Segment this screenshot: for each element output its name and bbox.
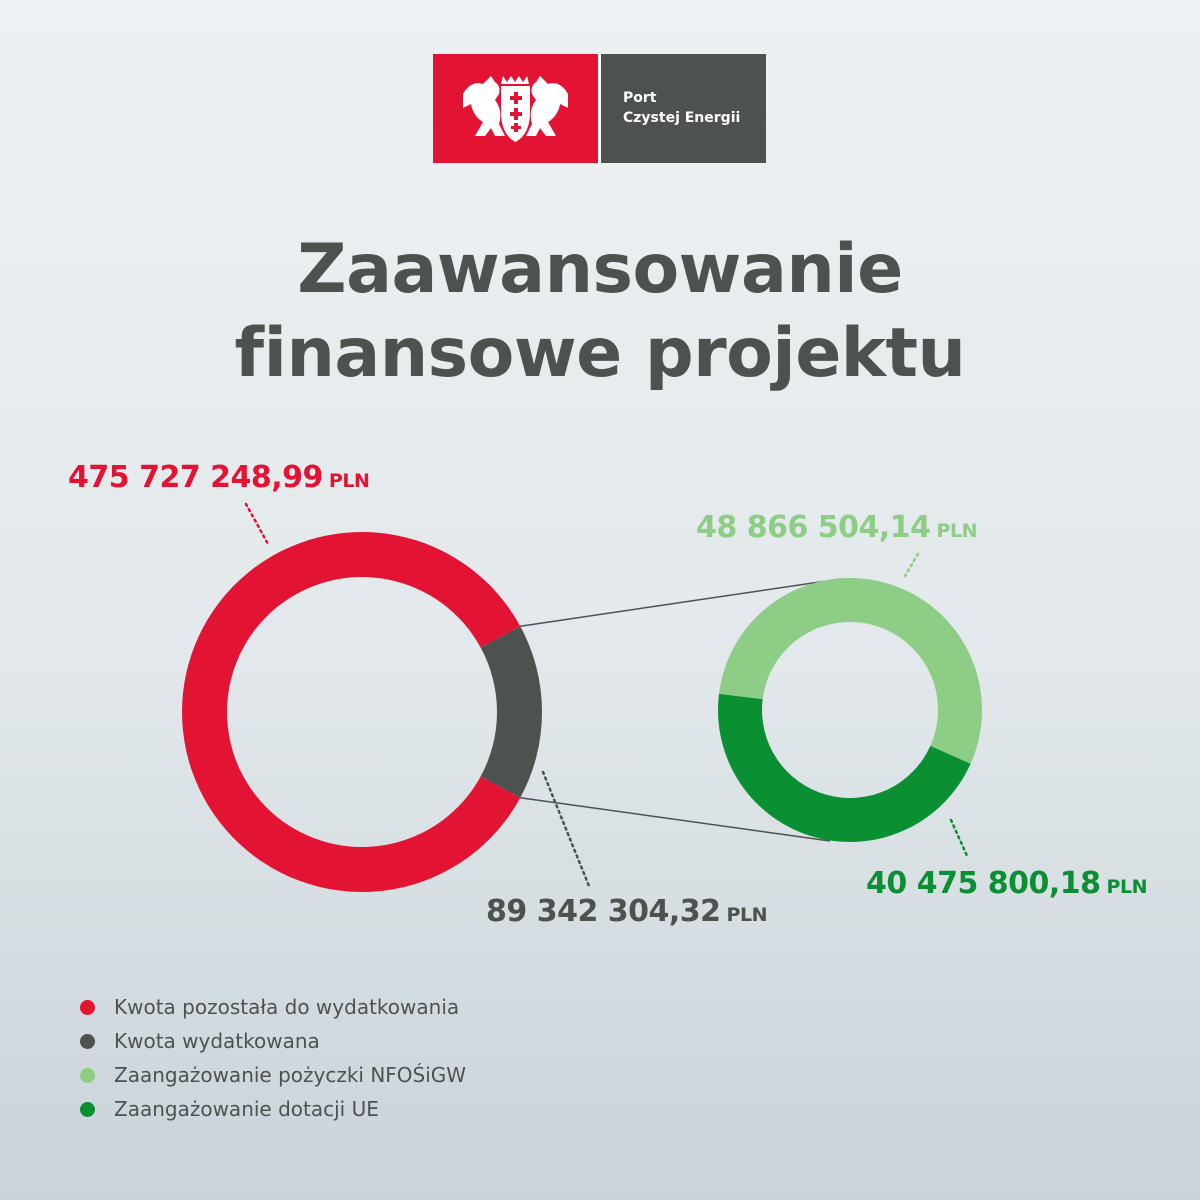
legend-dot-light-green-icon (80, 1067, 95, 1083)
connector-lines (520, 578, 841, 842)
legend-item-grant: Zaangażowanie dotacji UE (80, 1092, 466, 1126)
legend-item-remaining: Kwota pozostała do wydatkowania (80, 990, 466, 1024)
title-line-1: Zaawansowanie (297, 230, 903, 309)
logo-divider (598, 54, 601, 163)
leader-spent (541, 770, 591, 888)
leader-loan (903, 552, 920, 578)
breakdown-donut (718, 577, 983, 842)
loan-amount-unit: PLN (936, 520, 978, 542)
slice-remaining (181, 531, 521, 892)
grant-amount-value: 40 475 800,18 (866, 866, 1101, 901)
logo-text: Port Czystej Energii (623, 88, 740, 128)
connector-top (520, 578, 841, 627)
logo-text-panel: Port Czystej Energii (601, 54, 766, 163)
leader-remaining (244, 502, 270, 546)
logo: Port Czystej Energii (433, 54, 766, 163)
logo-line-2: Czystej Energii (623, 110, 741, 126)
legend-label: Zaangażowanie dotacji UE (114, 1097, 379, 1121)
gdansk-coat-of-arms-icon (463, 76, 568, 142)
title-line-2: finansowe projektu (234, 314, 966, 393)
spent-amount-value: 89 342 304,32 (486, 894, 721, 929)
grant-amount-label: 40 475 800,18 PLN (866, 866, 1147, 901)
loan-amount-label: 48 866 504,14 PLN (696, 510, 977, 545)
grant-amount-unit: PLN (1106, 876, 1148, 898)
remaining-amount-unit: PLN (328, 470, 370, 492)
slice-loan (719, 577, 983, 764)
legend: Kwota pozostała do wydatkowania Kwota wy… (80, 990, 466, 1126)
logo-line-1: Port (623, 90, 657, 106)
spent-amount-label: 89 342 304,32 PLN (486, 894, 767, 929)
legend-label: Kwota pozostała do wydatkowania (114, 995, 460, 1019)
remaining-amount-label: 475 727 248,99 PLN (68, 460, 370, 495)
leader-lines (244, 502, 970, 888)
slice-grant (718, 693, 971, 842)
legend-dot-grey-icon (80, 1033, 95, 1049)
legend-dot-red-icon (80, 999, 95, 1015)
legend-item-loan: Zaangażowanie pożyczki NFOŚiGW (80, 1058, 466, 1092)
leader-grant (949, 818, 970, 860)
legend-item-spent: Kwota wydatkowana (80, 1024, 466, 1058)
remaining-amount-value: 475 727 248,99 (68, 460, 323, 495)
loan-amount-value: 48 866 504,14 (696, 510, 931, 545)
legend-label: Zaangażowanie pożyczki NFOŚiGW (114, 1063, 467, 1087)
connector-bottom (520, 797, 831, 842)
main-donut (181, 531, 542, 892)
logo-crest-panel (433, 54, 598, 163)
legend-dot-green-icon (80, 1101, 95, 1117)
page-title: Zaawansowanie finansowe projektu (0, 228, 1200, 396)
slice-spent (480, 626, 542, 798)
legend-label: Kwota wydatkowana (114, 1029, 320, 1053)
spent-amount-unit: PLN (726, 904, 768, 926)
